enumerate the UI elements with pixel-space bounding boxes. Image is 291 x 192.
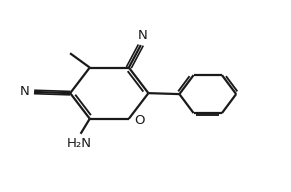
Text: N: N: [20, 85, 29, 98]
Text: O: O: [134, 114, 145, 127]
Text: N: N: [137, 29, 147, 42]
Text: H₂N: H₂N: [67, 137, 92, 150]
